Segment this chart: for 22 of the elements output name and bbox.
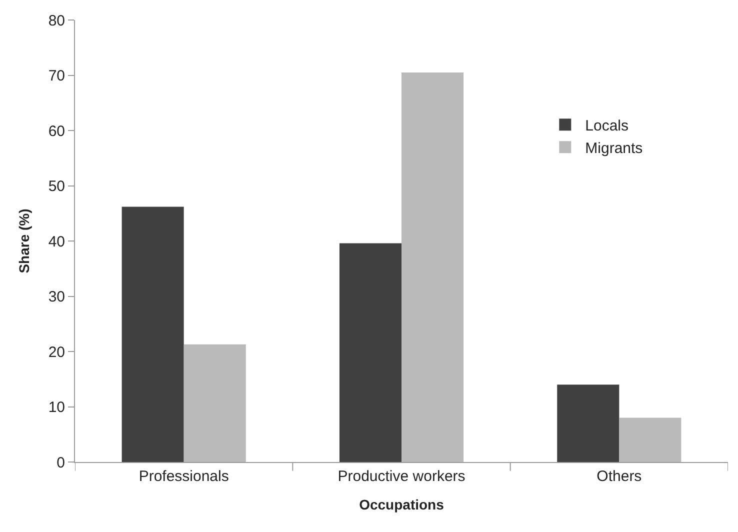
bar: [122, 206, 184, 462]
y-axis-title: Share (%): [16, 208, 32, 274]
y-tick-label: 20: [48, 344, 65, 361]
y-tick-label: 80: [48, 12, 65, 30]
legend-label: Migrants: [585, 140, 643, 157]
y-tick-label: 60: [48, 122, 65, 140]
x-axis-title: Occupations: [359, 496, 444, 512]
x-tick-label: Productive workers: [338, 468, 466, 485]
x-tick-label: Others: [596, 468, 642, 485]
y-tick-label: 30: [48, 288, 65, 306]
y-tick-label: 70: [48, 68, 65, 84]
y-tick-label: 10: [48, 399, 65, 416]
bar: [402, 72, 464, 462]
y-tick-label: 50: [48, 178, 65, 195]
bar: [557, 384, 620, 462]
legend-label: Locals: [585, 118, 629, 134]
bar: [619, 418, 682, 462]
bar: [339, 243, 402, 462]
y-tick-label: 40: [48, 233, 65, 250]
x-tick-label: Professionals: [138, 468, 229, 485]
bar: [184, 344, 246, 462]
y-tick-label: 0: [56, 454, 65, 472]
